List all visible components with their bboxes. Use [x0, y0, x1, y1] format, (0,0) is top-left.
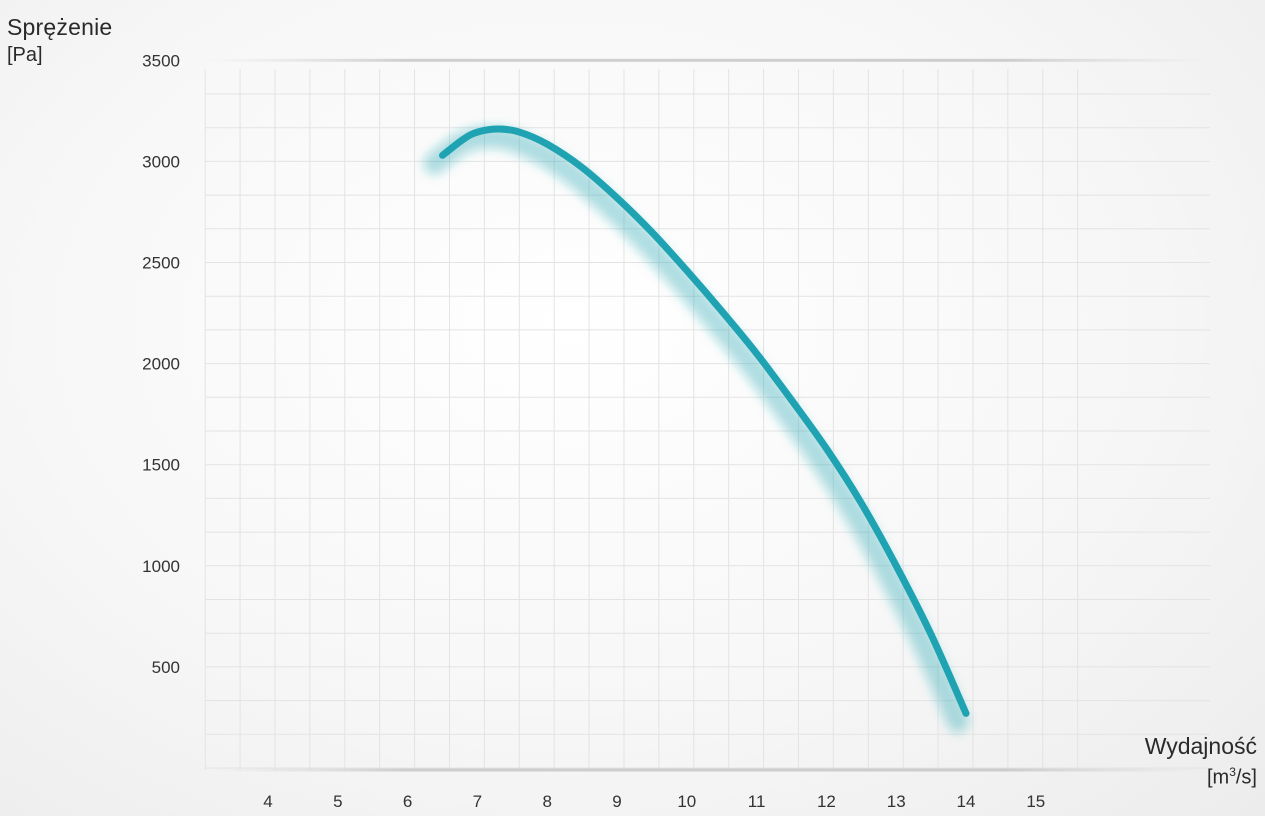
x-axis-title: Wydajność	[1144, 733, 1257, 759]
x-tick-label: 4	[263, 792, 272, 811]
axes	[205, 58, 1210, 772]
x-tick-label: 5	[333, 792, 342, 811]
x-tick-label: 12	[817, 792, 836, 811]
x-axis-unit-exponent: 3	[1229, 765, 1236, 779]
y-tick-label: 3500	[142, 51, 180, 70]
x-tick-label: 10	[677, 792, 696, 811]
x-axis-unit: [m3/s]	[1207, 765, 1257, 790]
top-axis-line	[205, 58, 1210, 62]
y-tick-label: 500	[152, 658, 180, 677]
y-tick-label: 1500	[142, 456, 180, 475]
x-tick-label: 7	[473, 792, 482, 811]
y-axis-title: Sprężenie	[7, 14, 113, 40]
x-axis-line	[205, 768, 1210, 772]
y-axis-unit: [Pa]	[7, 44, 43, 66]
x-tick-label: 9	[612, 792, 621, 811]
x-tick-label: 8	[542, 792, 551, 811]
x-tick-label: 14	[957, 792, 976, 811]
x-axis-unit-tail: /s]	[1235, 766, 1257, 789]
tick-labels: 4 5 6 7 8 9 10 11 12 13 14 15 500 1000 1500 2000 2500 300…	[142, 51, 1045, 811]
x-tick-label: 11	[748, 792, 766, 811]
series-group	[423, 125, 970, 733]
x-tick-label: 13	[887, 792, 906, 811]
series-line-glow	[423, 126, 969, 733]
y-tick-label: 1000	[142, 557, 180, 576]
y-tick-label: 3000	[142, 152, 180, 171]
x-tick-label: 15	[1026, 792, 1045, 811]
x-axis-unit-base: [m	[1206, 766, 1230, 789]
x-tick-label: 6	[403, 792, 412, 811]
series-line	[439, 125, 970, 717]
grid	[204, 69, 1210, 770]
y-tick-label: 2500	[142, 254, 180, 273]
y-tick-label: 2000	[142, 355, 180, 374]
